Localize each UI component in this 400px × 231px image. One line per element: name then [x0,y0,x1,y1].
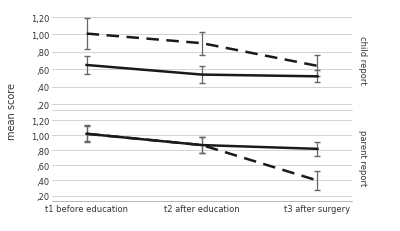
Text: mean score: mean score [7,82,17,139]
Text: parent report: parent report [358,129,367,185]
Text: child report: child report [358,36,367,84]
